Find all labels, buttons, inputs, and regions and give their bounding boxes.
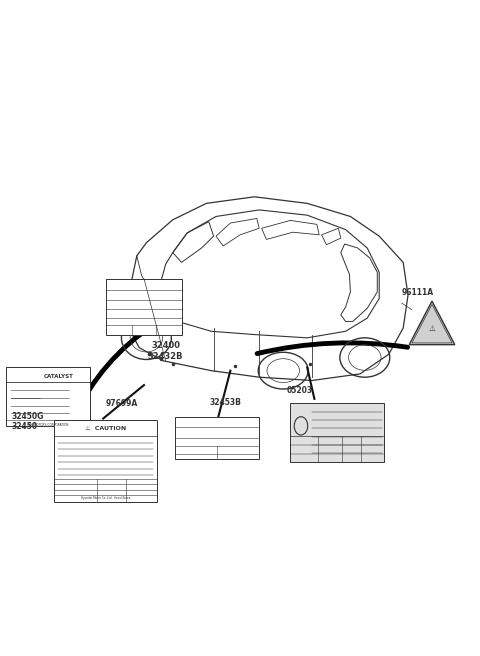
Text: GM MOTORS CORPORATION: GM MOTORS CORPORATION [28, 424, 69, 428]
Text: 05203: 05203 [287, 386, 313, 395]
FancyBboxPatch shape [290, 403, 384, 462]
FancyBboxPatch shape [54, 420, 157, 502]
Text: ⚠: ⚠ [429, 323, 435, 333]
Text: 97699A: 97699A [106, 399, 138, 408]
Text: Hyundai Motor Co.,Ltd.  Seoul,Korea: Hyundai Motor Co.,Ltd. Seoul,Korea [81, 496, 130, 500]
FancyBboxPatch shape [6, 367, 90, 426]
Text: CATALYST: CATALYST [43, 375, 73, 379]
FancyBboxPatch shape [106, 279, 182, 335]
Text: 32450G
32450: 32450G 32450 [12, 411, 44, 431]
Text: ⚠  CAUTION: ⚠ CAUTION [85, 426, 126, 432]
Text: 96111A: 96111A [401, 287, 433, 297]
Text: 32453B: 32453B [210, 398, 241, 407]
FancyBboxPatch shape [175, 417, 259, 459]
Polygon shape [409, 301, 455, 344]
Text: 32400
32432B: 32400 32432B [148, 341, 183, 361]
